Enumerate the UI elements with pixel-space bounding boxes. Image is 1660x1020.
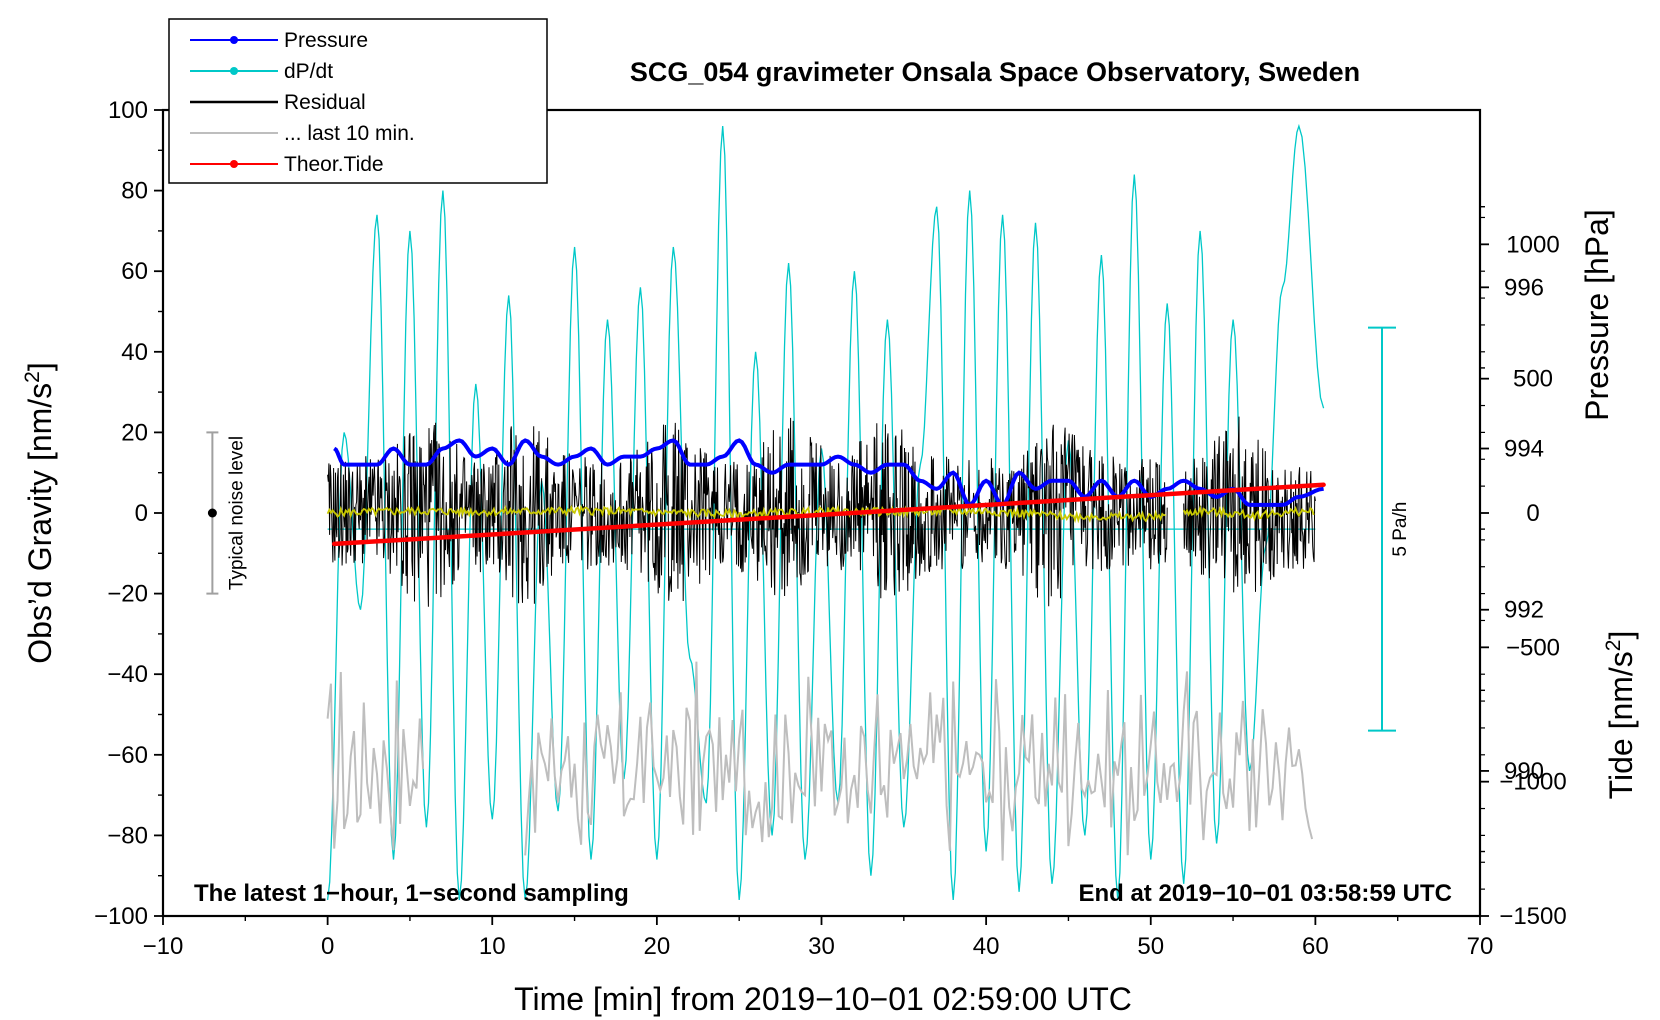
pressure-tick-label: 994 — [1504, 436, 1544, 463]
last-10-min-line — [524, 661, 1314, 861]
pressure-tick-label: 990 — [1504, 758, 1544, 785]
last-10-min-line — [326, 671, 425, 851]
legend-label: ... last 10 min. — [284, 122, 415, 145]
y-tick-label: −100 — [94, 903, 148, 930]
tide-axis-ticks: −1500 −1000 −500 0 500 1000 — [1480, 216, 1567, 930]
tide-tick-label: −1000 — [1499, 769, 1566, 796]
legend-marker — [230, 160, 238, 168]
legend-marker — [230, 36, 238, 44]
residual-smoothed-series — [326, 504, 1315, 524]
x-tick-label: 20 — [644, 933, 671, 960]
tide-tick-label: 500 — [1513, 366, 1553, 393]
end-time-annotation: End at 2019−10−01 03:58:59 UTC — [1078, 880, 1452, 907]
y-axis-label-sup: 2 — [21, 371, 44, 383]
tide-axis-label: Tide [nm/s2] — [1602, 631, 1639, 800]
y-tick-label: −60 — [107, 742, 148, 769]
x-tick-label: 70 — [1467, 933, 1494, 960]
y-tick-label: −80 — [107, 822, 148, 849]
y-tick-label: 100 — [108, 97, 148, 124]
tide-tick-label: −1500 — [1499, 903, 1566, 930]
y-tick-label: 60 — [121, 258, 148, 285]
noise-level-dot — [207, 508, 217, 518]
noise-level-indicator: Typical noise level — [206, 431, 247, 595]
tide-tick-label: 1000 — [1506, 231, 1559, 258]
y-tick-label: −40 — [107, 661, 148, 688]
pressure-axis-ticks: 990 992 994 996 — [1480, 206, 1544, 853]
y-tick-label: 80 — [121, 178, 148, 205]
last-10-min-series — [326, 661, 1314, 861]
residual-smoothed-line — [1182, 504, 1315, 522]
x-tick-label: 50 — [1137, 933, 1164, 960]
legend: Pressure dP/dt Residual ... last 10 min. The… — [168, 18, 548, 184]
theor-tide-series — [331, 482, 1326, 547]
y-axis-label: Obs’d Gravity [nm/s2] — [21, 362, 58, 664]
sampling-annotation: The latest 1−hour, 1−second sampling — [194, 880, 629, 907]
x-axis-label: Time [min] from 2019−10−01 02:59:00 UTC — [514, 981, 1132, 1017]
residual-smoothed-line — [326, 504, 1166, 524]
dpdt-line — [326, 123, 1325, 900]
tide-tick-label: −500 — [1506, 634, 1560, 661]
x-tick-label: 30 — [808, 933, 835, 960]
chart-title: SCG_054 gravimeter Onsala Space Observat… — [630, 57, 1360, 87]
y-axis-label-end: ] — [22, 362, 58, 371]
tide-axis-label-sup: 2 — [1602, 640, 1625, 652]
rate-scale-label: 5 Pa/h — [1390, 502, 1411, 557]
legend-label: dP/dt — [284, 60, 333, 83]
x-tick-label: 60 — [1302, 933, 1329, 960]
y-axis-label-main: Obs’d Gravity [nm/s — [22, 383, 58, 664]
x-tick-label: 0 — [321, 933, 334, 960]
legend-label: Residual — [284, 91, 366, 114]
residual-line — [1183, 416, 1316, 593]
tide-axis-label-end: ] — [1603, 631, 1639, 640]
tide-tick-label: 0 — [1526, 500, 1539, 527]
x-tick-label: 40 — [973, 933, 1000, 960]
legend-label: Theor.Tide — [284, 153, 384, 176]
x-tick-label: 10 — [479, 933, 506, 960]
pressure-tick-label: 996 — [1504, 274, 1544, 301]
y-axis-ticks: −100 −80 −60 −40 −20 0 20 40 60 80 100 — [94, 97, 163, 930]
x-tick-label: −10 — [143, 933, 184, 960]
tide-axis-label-main: Tide [nm/s — [1603, 651, 1639, 799]
tide-line — [331, 482, 1326, 547]
pressure-tick-label: 992 — [1504, 597, 1544, 624]
y-tick-label: 20 — [121, 419, 148, 446]
legend-marker — [230, 67, 238, 75]
y-tick-label: 0 — [135, 500, 148, 527]
rate-scale-bar: 5 Pa/h — [1368, 326, 1411, 732]
x-axis-ticks: −10 0 10 20 30 40 50 60 70 — [143, 916, 1494, 960]
y-tick-label: 40 — [121, 339, 148, 366]
y-tick-label: −20 — [107, 581, 148, 608]
pressure-axis-label: Pressure [hPa] — [1579, 209, 1615, 421]
noise-level-label: Typical noise level — [226, 436, 247, 590]
legend-label: Pressure — [284, 29, 368, 52]
